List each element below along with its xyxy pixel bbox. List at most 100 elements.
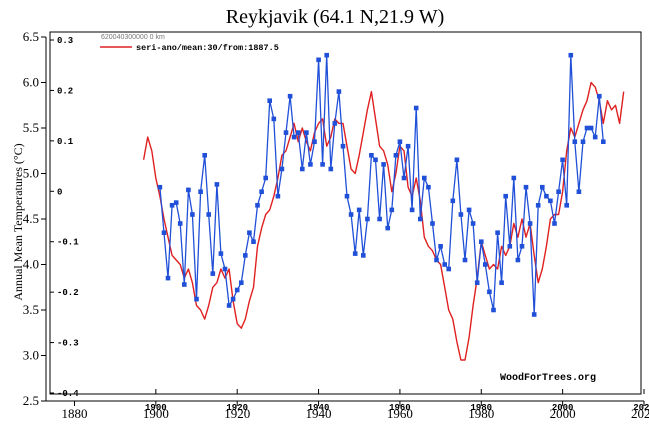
annual-data-point — [572, 139, 578, 144]
annual-data-point — [161, 230, 167, 235]
annual-data-point — [243, 253, 248, 258]
annual-data-point — [352, 251, 358, 256]
annual-data-point — [255, 203, 260, 208]
annual-data-point — [584, 125, 590, 131]
annual-data-point — [182, 282, 187, 287]
data-series — [142, 52, 625, 361]
x-tick-label: 1900 — [143, 406, 169, 421]
legend-label: seri-ano/mean:30/from:1887.5 — [136, 43, 279, 53]
annual-data-point — [247, 230, 252, 235]
annual-data-point — [462, 257, 468, 263]
annual-data-point — [393, 153, 399, 158]
annual-data-point — [389, 207, 395, 213]
annual-data-point — [157, 184, 163, 190]
annual-data-point — [332, 121, 338, 126]
annual-data-point — [365, 216, 370, 222]
annual-data-point — [434, 257, 439, 263]
annual-data-point — [466, 207, 472, 213]
annual-data-point — [401, 175, 407, 181]
annual-data-point — [287, 93, 293, 99]
annual-data-point — [422, 175, 427, 181]
y-tick-label: 3.0 — [23, 348, 39, 363]
annual-data-point — [251, 239, 256, 244]
annual-data-point — [597, 93, 602, 99]
annual-data-point — [295, 130, 301, 135]
annual-data-point — [291, 134, 297, 140]
outer-plot-frame: 2.5 3.0 3.5 4.0 4.5 5.0 5.5 6.0 6.5 1880 1900 1920 1… — [23, 29, 649, 421]
annual-data-point — [283, 130, 289, 135]
annual-data-point — [409, 207, 415, 213]
annual-data-point — [275, 193, 281, 199]
annual-data-point — [438, 244, 443, 249]
annual-data-point — [515, 257, 521, 263]
annual-data-point — [234, 287, 240, 293]
annual-data-point — [499, 280, 504, 285]
annual-data-point — [194, 296, 199, 302]
x-tick-label: 1940 — [306, 406, 332, 421]
inner-y-tick-label: 0.3 — [57, 36, 73, 46]
annual-data-point — [190, 212, 195, 217]
inner-y-tick-label: -0.2 — [57, 288, 79, 298]
annual-data-point — [369, 153, 374, 158]
annual-data-point — [344, 193, 350, 199]
annual-data-point — [279, 166, 285, 172]
y-tick-label: 6.0 — [23, 75, 39, 90]
annual-data-point — [405, 143, 411, 149]
annual-data-point — [491, 307, 496, 313]
watermark: WoodForTrees.org — [500, 372, 596, 384]
annual-data-point — [568, 52, 574, 58]
annual-data-point — [222, 266, 228, 272]
annual-data-point — [601, 139, 606, 144]
annual-data-point — [239, 280, 244, 285]
annual-data-point — [442, 262, 447, 267]
y-tick-label: 2.5 — [23, 393, 39, 408]
annual-data-point — [426, 184, 431, 190]
y-tick-label: 5.5 — [23, 120, 39, 135]
annual-data-point — [377, 216, 382, 222]
inner-x-tick-label: 1920 — [226, 403, 248, 413]
annual-data-point — [186, 187, 191, 193]
annual-data-point — [483, 262, 488, 267]
annual-data-point — [430, 221, 435, 226]
annual-data-point — [373, 157, 378, 163]
y-tick-label: 4.5 — [23, 211, 39, 226]
inner-x-tick-label: 1960 — [389, 403, 411, 413]
annual-data-point — [316, 57, 321, 63]
annual-data-point — [592, 134, 598, 140]
annual-data-point — [397, 139, 403, 144]
annual-data-point — [230, 296, 236, 302]
annual-data-point — [413, 105, 419, 111]
annual-data-point — [588, 125, 594, 131]
y-tick-label: 3.5 — [23, 302, 39, 317]
station-label: 620040300000 0 km — [101, 34, 165, 41]
annual-data-point — [300, 166, 305, 172]
annual-data-point — [450, 198, 456, 204]
annual-data-point — [381, 162, 386, 167]
annual-data-point — [540, 184, 545, 190]
annual-data-point — [544, 193, 549, 199]
moving-mean-series-line — [142, 81, 625, 361]
y-tick-label: 5.0 — [23, 166, 39, 181]
annual-data-point — [576, 189, 582, 194]
annual-data-point — [556, 189, 561, 194]
annual-data-point — [198, 189, 203, 194]
inner-x-tick-label: 1940 — [308, 403, 330, 413]
annual-data-point — [564, 203, 569, 208]
annual-data-point — [507, 244, 513, 249]
annual-data-point — [531, 312, 537, 317]
legend: seri-ano/mean:30/from:1887.5 — [100, 43, 279, 53]
annual-data-point — [454, 157, 460, 163]
y-tick-label: 6.5 — [23, 29, 39, 44]
annual-data-point — [446, 266, 451, 272]
annual-data-point — [356, 207, 362, 213]
annual-data-point — [263, 175, 268, 181]
annual-data-point — [487, 289, 492, 295]
inner-y-tick-label: -0.3 — [57, 339, 79, 349]
annual-data-point — [535, 203, 541, 208]
inner-x-tick-label: 1900 — [145, 403, 167, 413]
annual-data-point — [552, 221, 557, 226]
inner-x-tick-label: 1980 — [470, 403, 492, 413]
inner-y-tick-label: 0.2 — [57, 86, 73, 96]
